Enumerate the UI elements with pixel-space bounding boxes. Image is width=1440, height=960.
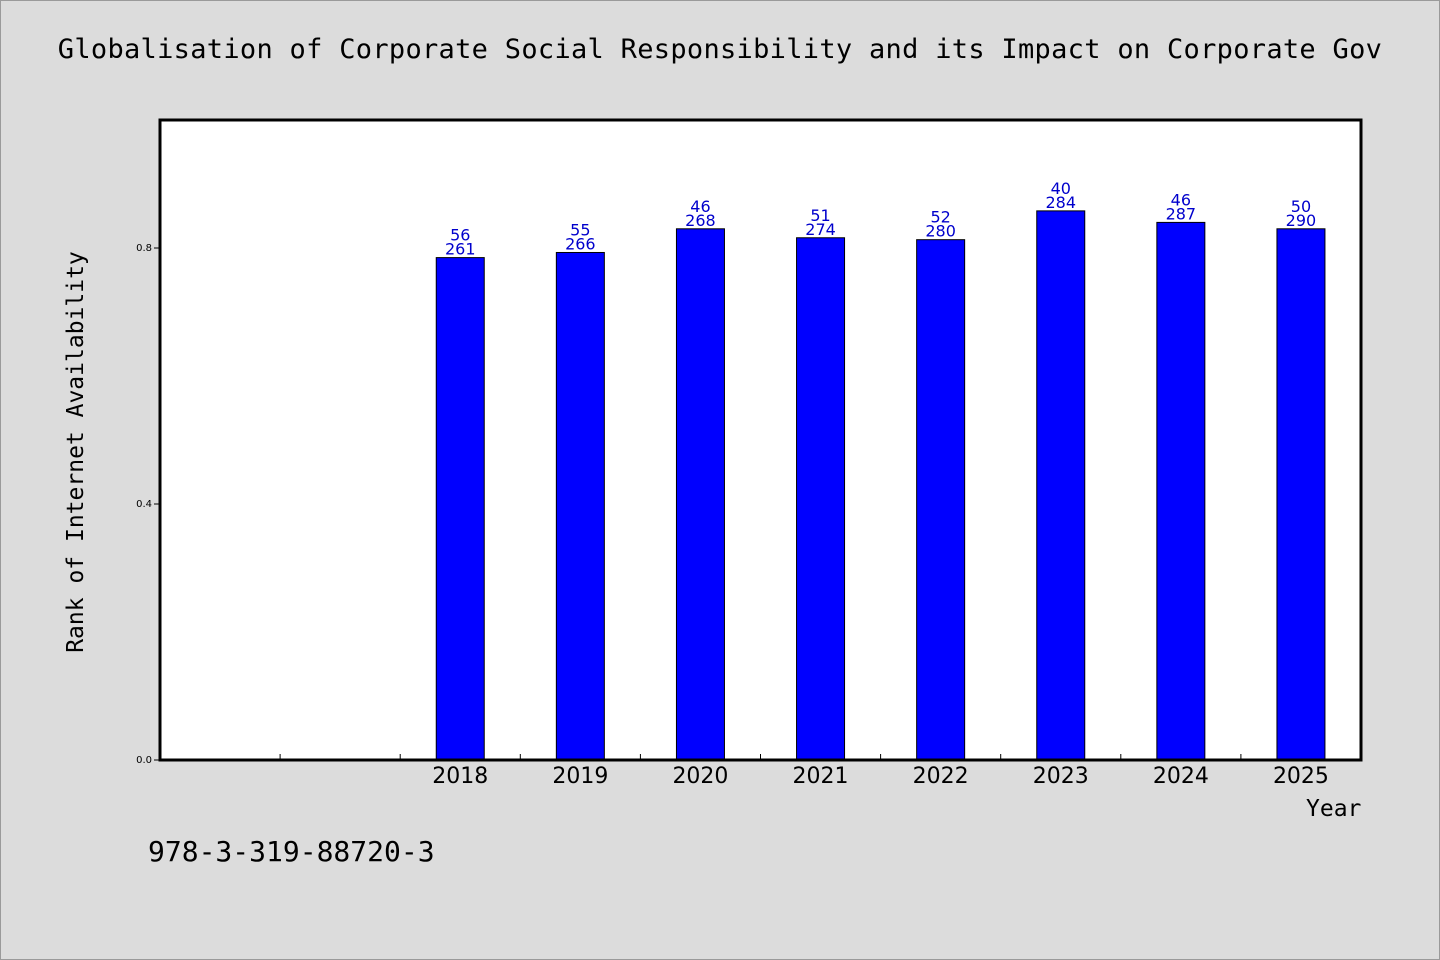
bar: [675, 228, 725, 761]
data-label-top: 56: [450, 226, 470, 245]
x-tick-label: 2024: [1153, 764, 1209, 789]
data-label-bottom: 280: [925, 222, 956, 241]
data-label-bottom: 287: [1166, 204, 1197, 223]
x-tick-label: 2025: [1273, 764, 1329, 789]
bar: [435, 257, 485, 761]
x-tick-label: 2020: [672, 764, 728, 789]
data-label-top: 52: [930, 208, 950, 227]
data-label-bottom: 268: [685, 211, 716, 230]
isbn-text: 978-3-319-88720-3: [148, 835, 435, 868]
data-label-bottom: 274: [805, 220, 836, 239]
bars-layer: [435, 210, 1326, 761]
bar: [796, 237, 846, 761]
y-tick-label: 0.8: [136, 243, 152, 254]
data-label-bottom: 290: [1286, 211, 1317, 230]
bar: [916, 239, 966, 761]
plot-border: [158, 118, 1363, 762]
x-tick-label: 2022: [913, 764, 969, 789]
axes-layer: 2018 2019 2020 2021 2022 2023 2024 2025 0.0 0.4 0.…: [136, 243, 1329, 789]
data-label-top: 51: [810, 206, 830, 225]
x-tick-label: 2019: [552, 764, 608, 789]
bar: [1156, 221, 1206, 761]
y-axis-label: Rank of Internet Availability: [63, 251, 89, 653]
bar: [1036, 210, 1086, 761]
chart-title: Globalisation of Corporate Social Respon…: [57, 34, 1383, 65]
y-tick-label: 0.0: [136, 755, 152, 766]
data-label-bottom: 266: [565, 234, 596, 253]
x-tick-label: 2018: [432, 764, 488, 789]
bar: [555, 251, 605, 761]
x-tick-label: 2021: [793, 764, 849, 789]
y-tick-label: 0.4: [136, 499, 152, 510]
data-label-top: 50: [1291, 197, 1311, 216]
x-axis-label: Year: [1306, 796, 1362, 822]
x-tick-label: 2023: [1033, 764, 1089, 789]
data-label-top: 40: [1051, 179, 1071, 198]
data-label-top: 46: [1171, 190, 1191, 209]
data-label-top: 55: [570, 220, 590, 239]
bar: [1276, 228, 1326, 761]
data-label-bottom: 261: [445, 240, 476, 259]
data-label-top: 46: [690, 197, 710, 216]
data-label-bottom: 284: [1045, 193, 1076, 212]
